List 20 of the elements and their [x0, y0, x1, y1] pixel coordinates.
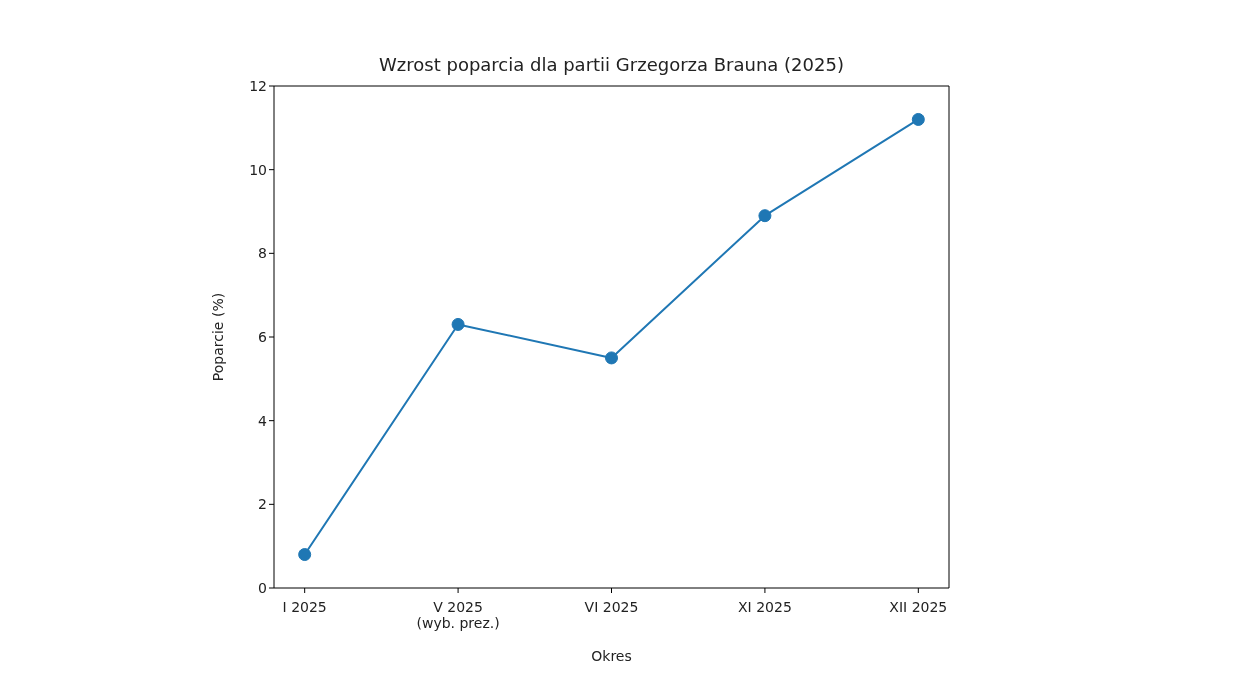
y-tick-label: 2: [258, 496, 267, 513]
point: [298, 548, 312, 562]
point: [451, 317, 465, 331]
x-tick-label: XI 2025: [738, 598, 792, 615]
y-tick-label: 0: [258, 579, 267, 596]
y-tick-label: 8: [258, 245, 267, 262]
point: [911, 112, 925, 126]
x-tick-label: V 2025 (wyb. prez.): [416, 598, 500, 631]
point: [605, 351, 618, 365]
y-tick-label: 4: [258, 412, 268, 429]
y-axis-title: Poparcie (%): [210, 292, 226, 382]
x-axis-title: Okres: [591, 648, 632, 664]
y-tick-label: 6: [258, 328, 268, 345]
y-tick-label: 12: [249, 77, 267, 94]
x-tick-label: XII 2025: [889, 598, 948, 615]
chart-title: Wzrost poparcia dla partii Grzegorza Brauna (2025): [379, 54, 844, 75]
x-tick-label: I 2025: [282, 598, 327, 615]
point: [758, 209, 772, 223]
y-tick-label: 10: [249, 161, 267, 178]
x-tick-label: VI 2025: [584, 598, 639, 615]
